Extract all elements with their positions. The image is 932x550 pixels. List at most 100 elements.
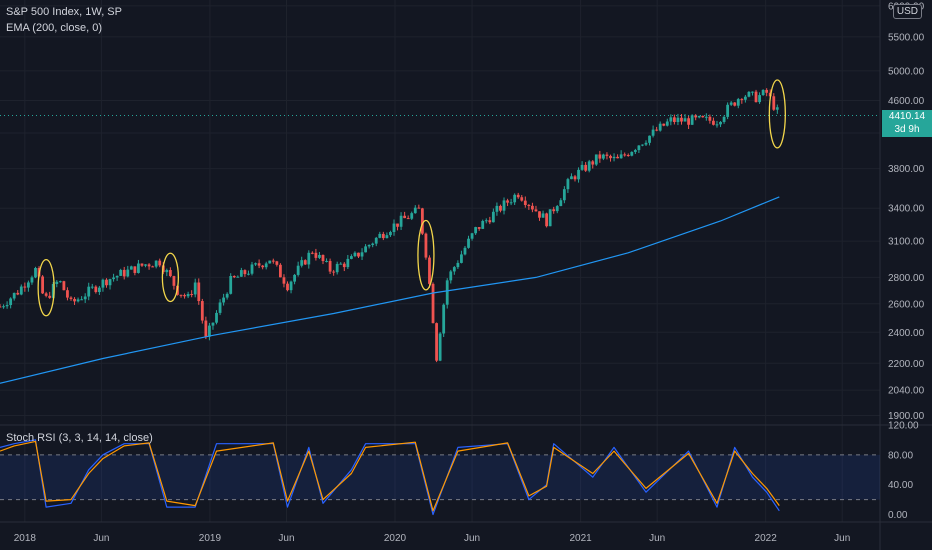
candle-body <box>662 123 666 126</box>
candle-body <box>502 200 506 211</box>
candle-body <box>697 115 701 118</box>
candle-body <box>58 281 62 283</box>
candle-body <box>168 270 172 277</box>
candle-body <box>445 280 449 305</box>
candle-body <box>577 169 580 180</box>
candle-body <box>165 270 169 273</box>
candle-body <box>545 213 549 227</box>
candle-body <box>672 117 676 122</box>
candle-body <box>775 107 779 110</box>
stoch-axis-label: 0.00 <box>888 510 908 521</box>
candle-body <box>555 206 559 212</box>
candle-body <box>499 205 502 211</box>
candle-body <box>665 121 669 126</box>
candle-body <box>293 274 297 282</box>
candle-body <box>200 301 204 321</box>
candle-body <box>115 275 119 278</box>
candle-body <box>641 144 644 146</box>
candle-body <box>701 115 705 118</box>
candle-body <box>30 277 34 283</box>
candle-body <box>172 276 176 286</box>
candle-body <box>726 104 730 117</box>
candle-body <box>605 154 609 156</box>
candle-body <box>602 154 605 159</box>
candle-body <box>477 227 481 229</box>
candle-body <box>108 279 112 286</box>
candle-body <box>591 161 595 165</box>
candle-body <box>715 124 719 126</box>
candle-body <box>541 213 545 218</box>
candle-body <box>428 257 431 284</box>
price-axis-label: 2800.00 <box>888 273 925 284</box>
annotation-ellipse <box>768 79 786 149</box>
candle-body <box>694 115 698 118</box>
candle-body <box>516 194 520 198</box>
time-axis-label: Jun <box>649 533 665 544</box>
stoch-axis-label: 80.00 <box>888 450 913 461</box>
candle-body <box>438 333 442 361</box>
candle-body <box>736 99 740 106</box>
candle-body <box>520 197 524 201</box>
candle-body <box>41 276 44 294</box>
price-axis-label: 4600.00 <box>888 96 925 107</box>
ema-200-line <box>0 196 780 384</box>
candle-body <box>328 260 332 272</box>
candle-body <box>232 276 236 278</box>
candle-body <box>218 302 222 313</box>
candle-body <box>282 277 286 284</box>
candle-body <box>271 260 275 262</box>
candle-body <box>66 290 69 298</box>
candle-body <box>80 299 84 301</box>
candle-body <box>747 91 751 97</box>
candle-body <box>2 306 5 308</box>
candle-body <box>729 102 733 105</box>
price-axis-label: 3100.00 <box>888 237 925 248</box>
candle-body <box>761 89 765 96</box>
candle-body <box>275 261 279 265</box>
last-price-label: 4410.14 <box>882 110 932 124</box>
candle-body <box>236 276 240 278</box>
candle-body <box>0 306 2 308</box>
stoch-band-fill <box>0 454 880 500</box>
candle-body <box>44 293 48 296</box>
candle-body <box>424 233 428 258</box>
candle-body <box>392 223 396 233</box>
annotation-ellipse <box>417 219 435 291</box>
candle-body <box>208 325 211 337</box>
candle-body <box>431 283 435 324</box>
candle-body <box>307 252 311 265</box>
candle-body <box>712 120 715 125</box>
candle-body <box>758 95 761 103</box>
candle-body <box>314 252 318 258</box>
candle-body <box>250 264 254 274</box>
candle-body <box>609 155 612 159</box>
candle-body <box>154 260 158 267</box>
candle-body <box>687 118 690 125</box>
candle-body <box>97 287 101 293</box>
candle-body <box>612 156 616 159</box>
candle-body <box>538 211 541 218</box>
candle-body <box>506 200 509 203</box>
candle-body <box>83 296 87 300</box>
candle-body <box>626 155 630 157</box>
candle-body <box>765 89 769 93</box>
time-axis-label: Jun <box>278 533 294 544</box>
candle-body <box>488 220 492 223</box>
candle-body <box>655 129 659 131</box>
candle-body <box>523 200 527 206</box>
stoch-axis-label: 40.00 <box>888 480 913 491</box>
candle-body <box>239 270 243 277</box>
time-axis-label: Jun <box>834 533 850 544</box>
candle-body <box>442 304 446 334</box>
candle-body <box>651 129 655 136</box>
candle-body <box>587 161 591 171</box>
currency-badge[interactable]: USD <box>892 4 922 19</box>
candle-body <box>570 176 573 180</box>
candle-body <box>470 233 474 239</box>
price-axis-label: 3800.00 <box>888 164 925 175</box>
candle-body <box>548 209 552 227</box>
candle-body <box>126 269 130 277</box>
candle-body <box>264 263 268 268</box>
candle-body <box>743 96 747 100</box>
